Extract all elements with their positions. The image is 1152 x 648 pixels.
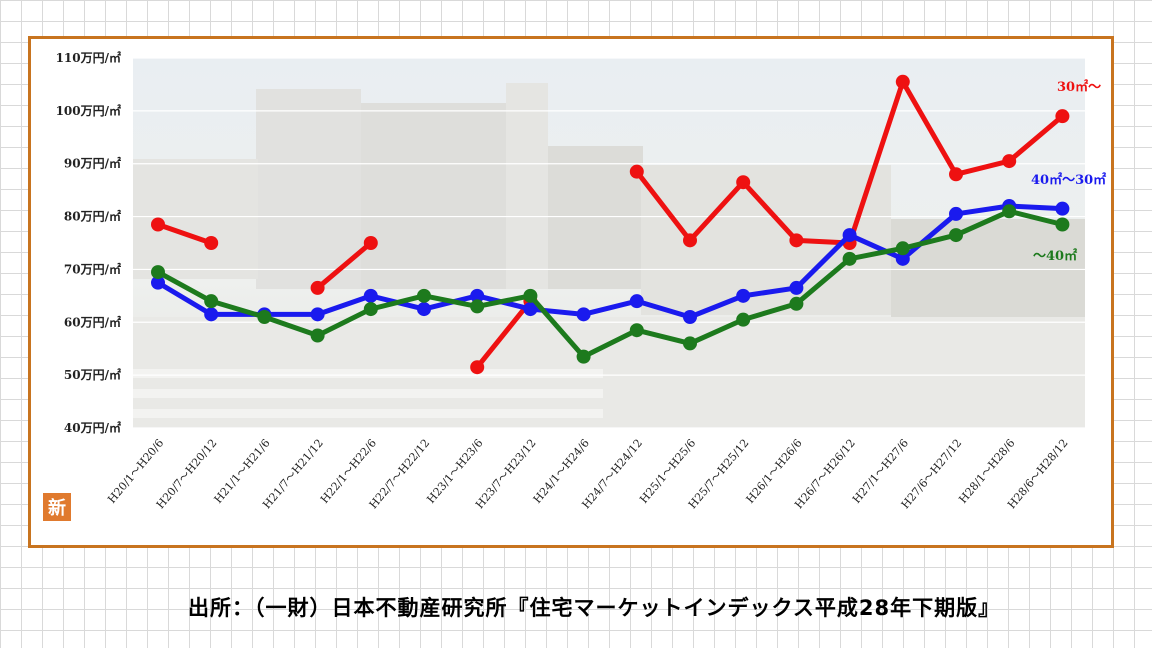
series-line — [155, 203, 1065, 320]
x-axis-ticks: H20/1～H20/6H20/7～H20/12H21/1～H21/6H21/7～… — [105, 437, 1071, 512]
data-point — [1055, 217, 1070, 232]
series-label: 40㎡～30㎡ — [1031, 172, 1106, 188]
data-point — [629, 323, 644, 338]
y-tick-label: 90万円/㎡ — [64, 156, 121, 171]
data-point — [151, 217, 165, 232]
data-point — [789, 296, 804, 311]
data-point — [842, 228, 857, 243]
x-tick-label: H25/1～H25/6 — [637, 437, 698, 506]
data-point — [629, 294, 644, 309]
data-point — [949, 228, 963, 243]
series-label: 30㎡～ — [1057, 79, 1101, 95]
data-point — [1002, 154, 1017, 169]
y-axis-ticks: 110万円/㎡ 100万円/㎡ 90万円/㎡ 80万円/㎡ 70万円/㎡ 60万円/㎡ 50… — [56, 50, 121, 435]
data-point — [151, 275, 165, 290]
data-point — [1055, 109, 1070, 124]
data-point — [1055, 201, 1070, 216]
data-point — [683, 310, 697, 324]
series-0 — [151, 74, 1070, 375]
data-point — [1002, 204, 1017, 219]
data-point — [736, 175, 751, 190]
x-tick-label: H26/1～H26/6 — [744, 437, 805, 506]
y-tick-label: 40万円/㎡ — [64, 420, 121, 435]
x-tick-label: H28/1～H28/6 — [956, 437, 1017, 506]
y-tick-label: 100万円/㎡ — [56, 103, 121, 118]
data-point — [895, 74, 910, 89]
series-lines — [151, 74, 1070, 375]
y-tick-label: 110万円/㎡ — [56, 50, 121, 65]
x-tick-label: H21/1～H21/6 — [212, 437, 273, 506]
logo-char: 新 — [48, 497, 66, 519]
x-tick-label: H27/1～H27/6 — [850, 437, 911, 506]
data-point — [949, 167, 963, 182]
data-point — [736, 312, 751, 327]
data-point — [895, 241, 910, 256]
data-point — [683, 233, 697, 248]
series-labels: 30㎡～ 40㎡～30㎡ ～40㎡ — [1031, 79, 1106, 264]
series-1 — [151, 199, 1070, 324]
series-label: ～40㎡ — [1033, 248, 1077, 264]
x-tick-label: H20/1～H20/6 — [105, 437, 166, 506]
data-point — [576, 349, 591, 364]
data-point — [789, 280, 804, 295]
logo-badge: 新 — [43, 493, 71, 521]
x-tick-label: H22/1～H22/6 — [318, 437, 379, 506]
chart-frame: 110万円/㎡ 100万円/㎡ 90万円/㎡ 80万円/㎡ 70万円/㎡ 60万円/㎡ 50… — [28, 36, 1114, 548]
data-point — [363, 236, 378, 250]
data-point — [789, 233, 804, 248]
data-point — [949, 206, 963, 221]
gridlines — [133, 57, 1085, 429]
data-point — [310, 328, 325, 343]
source-note: 出所：（一財）日本不動産研究所『住宅マーケットインデックス平成28年下期版』 — [188, 596, 1001, 620]
data-point — [736, 288, 751, 303]
data-point — [417, 288, 431, 303]
y-tick-label: 60万円/㎡ — [64, 314, 121, 329]
data-point — [470, 360, 485, 375]
data-point — [629, 164, 644, 179]
y-tick-label: 80万円/㎡ — [64, 209, 121, 224]
x-tick-label: H23/1～H23/6 — [424, 437, 485, 506]
data-point — [417, 302, 431, 317]
data-point — [310, 307, 325, 322]
data-point — [523, 288, 538, 303]
plot-background-photo — [133, 58, 1085, 428]
data-point — [363, 302, 378, 317]
series-2 — [151, 204, 1070, 364]
series-line — [315, 240, 374, 291]
data-point — [363, 288, 378, 303]
data-point — [576, 307, 591, 322]
data-point — [842, 251, 857, 266]
series-line — [155, 222, 214, 246]
data-point — [204, 294, 219, 309]
series-line — [474, 298, 533, 370]
y-tick-label: 50万円/㎡ — [64, 367, 121, 382]
data-point — [257, 310, 272, 324]
data-point — [523, 302, 538, 317]
data-point — [204, 307, 219, 322]
data-point — [470, 288, 485, 303]
y-tick-label: 70万円/㎡ — [64, 261, 121, 276]
data-point — [683, 336, 697, 351]
data-point — [310, 280, 325, 295]
x-tick-label: H24/1～H24/6 — [531, 437, 592, 506]
data-point — [895, 251, 910, 266]
data-point — [204, 236, 219, 250]
line-chart: 110万円/㎡ 100万円/㎡ 90万円/㎡ 80万円/㎡ 70万円/㎡ 60万円/㎡ 50… — [43, 50, 1106, 521]
data-point — [151, 265, 165, 280]
series-line — [155, 208, 1065, 360]
data-point — [470, 299, 485, 314]
